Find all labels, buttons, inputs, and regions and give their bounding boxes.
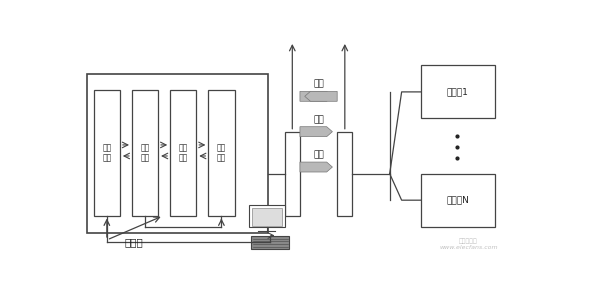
Text: 阅读器: 阅读器: [125, 237, 144, 247]
FancyArrow shape: [305, 91, 337, 101]
Bar: [249, 205, 285, 227]
Bar: [337, 132, 352, 216]
FancyArrow shape: [300, 162, 333, 172]
Bar: [251, 236, 290, 249]
Bar: [132, 90, 158, 216]
FancyArrow shape: [300, 91, 333, 101]
Text: 收发
模块: 收发 模块: [179, 143, 188, 162]
Bar: [252, 208, 282, 226]
Bar: [94, 90, 120, 216]
Text: 应答器N: 应答器N: [446, 196, 469, 205]
Text: 控制
模块: 控制 模块: [140, 143, 150, 162]
Text: 能量: 能量: [313, 150, 324, 159]
Bar: [86, 74, 268, 233]
Bar: [421, 65, 495, 119]
Bar: [285, 132, 300, 216]
FancyArrow shape: [300, 127, 333, 137]
Bar: [421, 174, 495, 227]
Bar: [170, 90, 197, 216]
Text: 电子发烧友
www.elecfans.com: 电子发烧友 www.elecfans.com: [439, 239, 498, 250]
Text: 应答器1: 应答器1: [447, 88, 469, 96]
Text: 耦合
模块: 耦合 模块: [217, 143, 226, 162]
Text: 时序: 时序: [313, 115, 324, 124]
Text: 数据: 数据: [313, 80, 324, 89]
Text: 接口
单元: 接口 单元: [102, 143, 111, 162]
Bar: [208, 90, 235, 216]
